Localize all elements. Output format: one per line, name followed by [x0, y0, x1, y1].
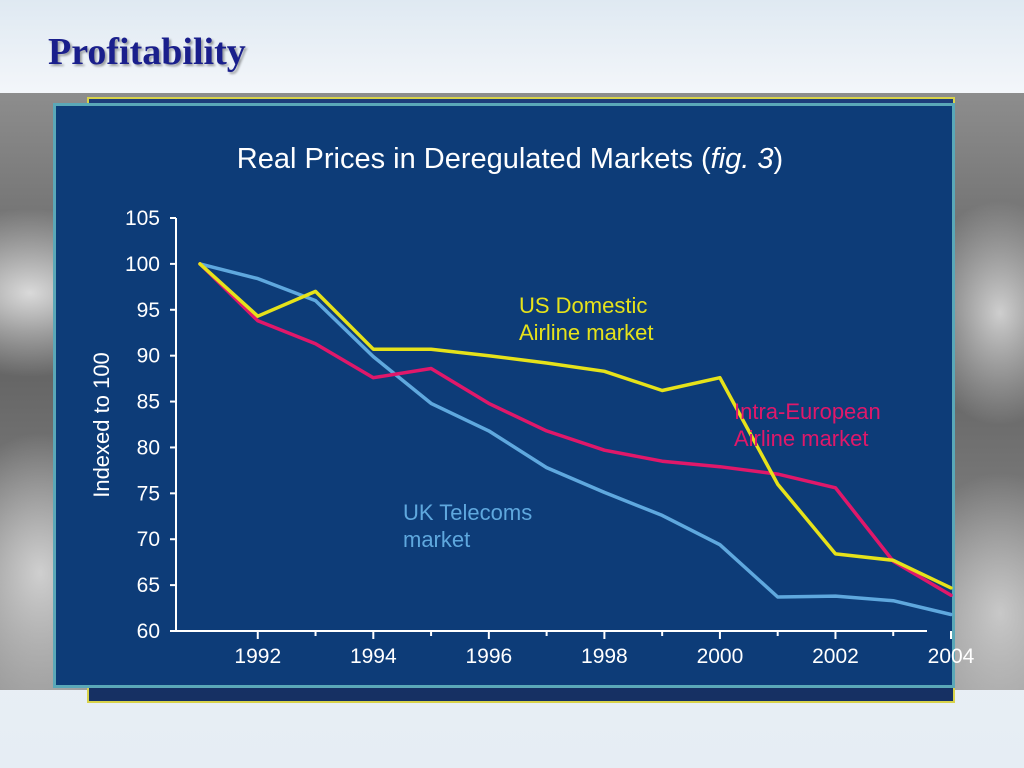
y-tick-label: 90: [137, 345, 160, 368]
y-tick-label: 85: [137, 391, 160, 414]
x-tick-label: 1996: [465, 645, 512, 668]
chart-panel: [53, 103, 955, 688]
x-tick-label: 2000: [697, 645, 744, 668]
x-tick-label: 1992: [234, 645, 281, 668]
series-label-line: Intra-European: [734, 399, 881, 424]
series-label-line: US Domestic: [519, 293, 647, 318]
slide-title: Profitability: [48, 31, 246, 73]
x-tick-label: 2004: [928, 645, 975, 668]
series-label-line: market: [403, 527, 470, 552]
chart-title-italic: fig. 3: [711, 143, 774, 175]
series-lines: [198, 262, 953, 617]
chart-title-main: Real Prices in Deregulated Markets (: [237, 143, 711, 175]
y-tick-label: 95: [137, 299, 160, 322]
y-tick-label: 75: [137, 482, 160, 505]
series-label-line: UK Telecoms: [403, 500, 532, 525]
y-axis-label: Indexed to 100: [89, 352, 114, 498]
y-tick-label: 70: [137, 528, 160, 551]
axes: 60 65 70 75 80 85 90 95 100 105 1992 1994 1996 1998 20…: [125, 207, 975, 668]
series-label-line: Airline market: [519, 320, 653, 345]
x-tick-label: 2002: [812, 645, 859, 668]
series-line-1: [198, 262, 953, 590]
chart-title: Real Prices in Deregulated Markets (fig.…: [237, 143, 783, 175]
y-tick-label: 80: [137, 436, 160, 459]
series-label-line: Airline market: [734, 426, 868, 451]
x-tick-label: 1994: [350, 645, 397, 668]
y-tick-label: 100: [125, 253, 160, 276]
chart-title-end: ): [774, 143, 784, 175]
y-tick-label: 65: [137, 574, 160, 597]
series-label-2: Intra-European Airline market: [734, 399, 881, 451]
series-label-3: UK Telecoms market: [403, 500, 532, 552]
series-line-3: [198, 262, 953, 617]
series-label-1: US Domestic Airline market: [519, 293, 653, 345]
y-tick-label: 60: [137, 620, 160, 643]
series-line-2: [198, 262, 953, 597]
x-tick-label: 1998: [581, 645, 628, 668]
y-tick-label: 105: [125, 207, 160, 230]
